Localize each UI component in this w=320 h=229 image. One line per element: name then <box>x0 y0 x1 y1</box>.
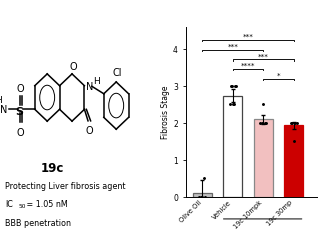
Text: ***: *** <box>243 34 253 40</box>
Text: N: N <box>0 105 8 115</box>
Text: BBB penetration: BBB penetration <box>5 218 71 227</box>
Text: ****: **** <box>241 63 255 69</box>
Text: ***: *** <box>228 44 238 50</box>
Text: O: O <box>85 126 93 136</box>
Text: 19c: 19c <box>41 162 65 174</box>
Y-axis label: Fibrosis Stage: Fibrosis Stage <box>161 86 170 139</box>
Bar <box>254 120 273 197</box>
Text: O: O <box>16 127 24 137</box>
Text: Protecting Liver fibrosis agent: Protecting Liver fibrosis agent <box>5 181 126 190</box>
Text: Cl: Cl <box>112 68 122 78</box>
Bar <box>284 126 303 197</box>
Text: H: H <box>93 77 100 86</box>
Text: IC: IC <box>5 199 13 208</box>
Text: N: N <box>86 81 94 91</box>
Text: H: H <box>0 96 2 105</box>
Text: O: O <box>16 83 24 93</box>
Text: ***: *** <box>258 53 269 59</box>
Text: = 1.05 nM: = 1.05 nM <box>24 199 68 208</box>
Bar <box>223 96 242 197</box>
Text: S: S <box>15 107 23 117</box>
Text: O: O <box>69 62 77 72</box>
Bar <box>193 193 212 197</box>
Text: *: * <box>277 73 280 79</box>
Text: 50: 50 <box>19 203 26 208</box>
